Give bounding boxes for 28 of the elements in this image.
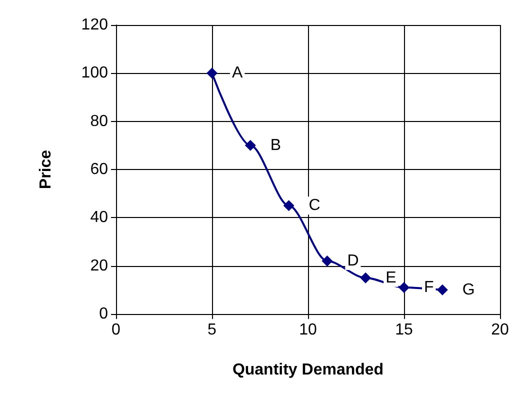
y-tick-label: 80: [90, 112, 108, 130]
y-tick-label: 0: [99, 306, 108, 322]
y-axis-title: Price: [38, 150, 54, 190]
annotation: F: [424, 279, 434, 296]
point: [283, 200, 294, 212]
point: [322, 256, 333, 267]
x-tick-label: 0: [112, 322, 121, 338]
point: [206, 68, 218, 79]
annotation: D: [347, 252, 359, 270]
annotation: B: [270, 136, 282, 154]
point: [436, 284, 448, 296]
annotation: A: [232, 64, 243, 82]
annotation: G: [462, 281, 475, 298]
x-tick-label: 10: [299, 322, 317, 338]
y-tick-label: 100: [81, 64, 108, 82]
annotation: E: [386, 269, 396, 286]
x-axis-title: Quantity Demanded: [232, 362, 384, 378]
x-tick-label: 20: [491, 322, 509, 338]
y-tick-label: 60: [90, 161, 108, 178]
annotation: C: [308, 197, 320, 214]
x-tick-label: 5: [208, 322, 217, 338]
point: [398, 282, 410, 294]
y-tick-label: 120: [81, 16, 108, 34]
point: [244, 140, 256, 151]
y-tick-label: 40: [90, 209, 108, 226]
y-tick-label: 20: [90, 257, 108, 274]
point: [360, 272, 372, 284]
x-tick-label: 15: [395, 322, 413, 338]
